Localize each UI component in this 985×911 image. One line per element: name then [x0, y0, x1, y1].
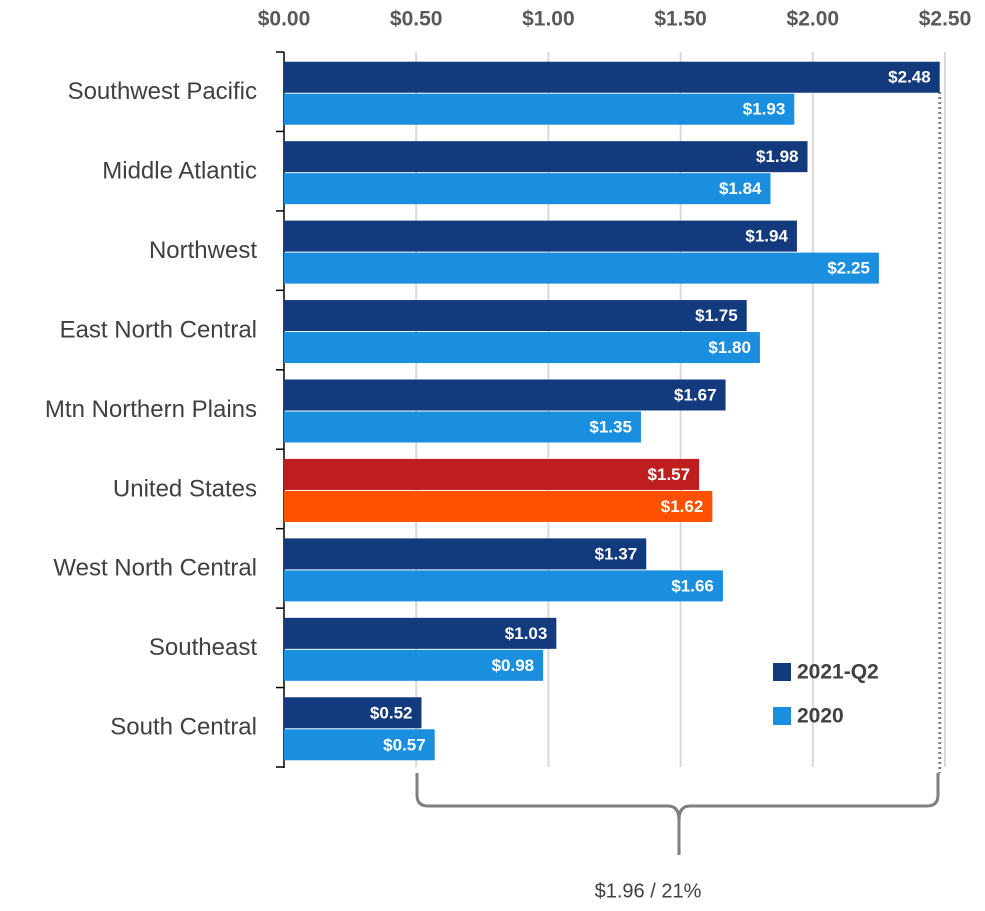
x-tick-label: $2.50 [919, 8, 972, 31]
y-tick-label: South Central [110, 714, 257, 741]
value-label: $1.94 [745, 227, 788, 246]
value-label: $0.57 [383, 735, 426, 754]
value-label: $1.37 [595, 544, 638, 563]
y-tick-label: Southeast [149, 634, 257, 661]
bar [284, 332, 760, 364]
value-label: $1.35 [589, 417, 632, 436]
y-tick-label: West North Central [53, 555, 257, 582]
y-tick-label: Middle Atlantic [102, 158, 257, 185]
bar [284, 93, 795, 125]
x-tick-label: $1.00 [522, 8, 575, 31]
brace [415, 773, 940, 855]
value-label: $1.67 [674, 385, 717, 404]
value-label: $1.93 [743, 100, 786, 119]
value-label: $1.98 [756, 147, 799, 166]
bar [284, 411, 641, 443]
bar [284, 61, 940, 93]
legend-label: 2020 [797, 705, 844, 728]
value-label: $1.66 [671, 576, 714, 595]
y-tick-label: East North Central [60, 316, 257, 343]
y-tick-label: Southwest Pacific [68, 78, 257, 105]
value-label: $1.57 [648, 465, 691, 484]
bar [284, 141, 808, 173]
bar [284, 617, 557, 649]
value-label: $1.03 [505, 624, 548, 643]
value-label: $2.48 [888, 68, 931, 87]
bar [284, 458, 700, 490]
bar [284, 300, 747, 332]
x-tick-label: $0.50 [390, 8, 443, 31]
bar [284, 220, 797, 252]
value-label: $2.25 [827, 259, 870, 278]
bar [284, 173, 771, 205]
bar [284, 729, 435, 761]
bar [284, 538, 647, 570]
y-tick-label: Mtn Northern Plains [45, 396, 257, 423]
value-label: $1.84 [719, 179, 762, 198]
x-tick-label: $1.50 [654, 8, 707, 31]
x-tick-label: $2.00 [787, 8, 840, 31]
bar [284, 490, 713, 522]
value-label: $0.98 [492, 656, 535, 675]
x-tick-label: $0.00 [258, 8, 311, 31]
bar [284, 649, 544, 681]
annotation: $1.96 / 21% [595, 880, 702, 902]
value-label: $1.62 [661, 497, 704, 516]
bar [284, 697, 422, 729]
legend-label: 2021-Q2 [797, 661, 879, 684]
value-label: $1.75 [695, 306, 738, 325]
bar [284, 252, 879, 284]
y-tick-label: Northwest [149, 237, 257, 264]
bar [284, 379, 726, 411]
value-label: $0.52 [370, 703, 413, 722]
bar [284, 570, 723, 602]
value-label: $1.80 [708, 338, 751, 357]
legend-swatch [773, 663, 791, 681]
legend-swatch [773, 707, 791, 725]
y-tick-label: United States [113, 475, 257, 502]
